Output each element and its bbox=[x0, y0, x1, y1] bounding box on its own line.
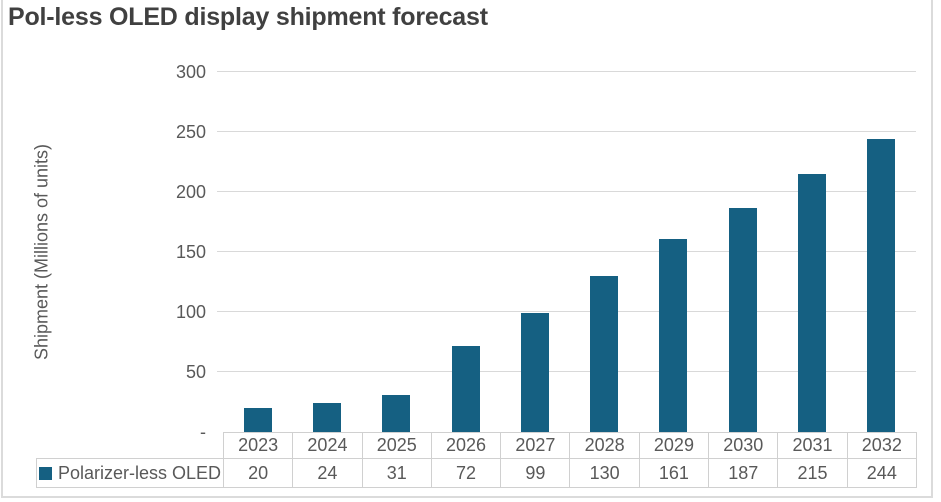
table-value-cell-2030: 187 bbox=[708, 458, 779, 488]
bar-2027 bbox=[520, 313, 549, 432]
table-year-cell-2030: 2030 bbox=[708, 432, 779, 459]
y-tick-label-100: 100 bbox=[175, 302, 206, 322]
table-value-cell-2031: 215 bbox=[777, 458, 848, 488]
table-year-cell-2031: 2031 bbox=[777, 432, 848, 459]
table-value-cell-2025: 31 bbox=[361, 458, 432, 488]
bar-2029 bbox=[659, 239, 688, 432]
table-year-cell-2027: 2027 bbox=[500, 432, 571, 459]
table-year-cell-2025: 2025 bbox=[361, 432, 432, 459]
table-value-cell-2026: 72 bbox=[430, 458, 502, 488]
chart-title: Pol-less OLED display shipment forecast bbox=[8, 3, 488, 31]
data-table: 2023 2024 2025 2026 2027 2028 2029 2030 2031 2032… bbox=[36, 432, 917, 488]
legend-label: Polarizer-less OLED bbox=[57, 462, 222, 483]
table-year-cell-2026: 2026 bbox=[430, 432, 502, 459]
y-tick-label-200: 200 bbox=[175, 182, 206, 202]
table-value-cell-2028: 130 bbox=[569, 458, 640, 488]
gridline-250 bbox=[217, 131, 916, 132]
bar-2026 bbox=[451, 346, 480, 432]
gridline-100 bbox=[217, 311, 916, 312]
gridline-150 bbox=[217, 251, 916, 252]
table-row-years: 2023 2024 2025 2026 2027 2028 2029 2030 2031 2032 bbox=[37, 432, 917, 459]
table-blank-cell bbox=[37, 433, 224, 459]
bar-2031 bbox=[798, 174, 827, 432]
y-tick-label-300: 300 bbox=[175, 62, 206, 82]
gridline-200 bbox=[217, 191, 916, 192]
table-value-cell-2032: 244 bbox=[846, 458, 917, 488]
table-value-cell-2023: 20 bbox=[222, 458, 294, 488]
table-year-cell-2028: 2028 bbox=[569, 432, 640, 459]
table-value-cell-2027: 99 bbox=[500, 458, 571, 488]
y-tick-label-50: 50 bbox=[185, 362, 206, 382]
bar-2032 bbox=[867, 139, 896, 432]
table-year-cell-2032: 2032 bbox=[846, 432, 917, 459]
bar-2024 bbox=[312, 403, 341, 432]
table-value-cell-2024: 24 bbox=[292, 458, 363, 488]
table-year-cell-2029: 2029 bbox=[638, 432, 710, 459]
bar-2028 bbox=[590, 276, 619, 432]
gridline-300 bbox=[217, 71, 916, 72]
table-value-cell-2029: 161 bbox=[638, 458, 710, 488]
y-tick-label-0: - bbox=[200, 422, 206, 442]
gridline-50 bbox=[217, 371, 916, 372]
table-year-cell-2024: 2024 bbox=[292, 432, 363, 459]
y-tick-label-250: 250 bbox=[175, 122, 206, 142]
legend-marker-icon bbox=[38, 466, 52, 480]
legend-cell: Polarizer-less OLED bbox=[36, 458, 224, 488]
table-row-values: Polarizer-less OLED 20 24 31 72 99 130 161 187 21… bbox=[36, 458, 917, 488]
bar-2025 bbox=[382, 395, 411, 432]
bar-2030 bbox=[728, 208, 757, 432]
bar-2023 bbox=[243, 408, 272, 432]
y-tick-label-150: 150 bbox=[175, 242, 206, 262]
table-year-cell-2023: 2023 bbox=[222, 432, 294, 459]
